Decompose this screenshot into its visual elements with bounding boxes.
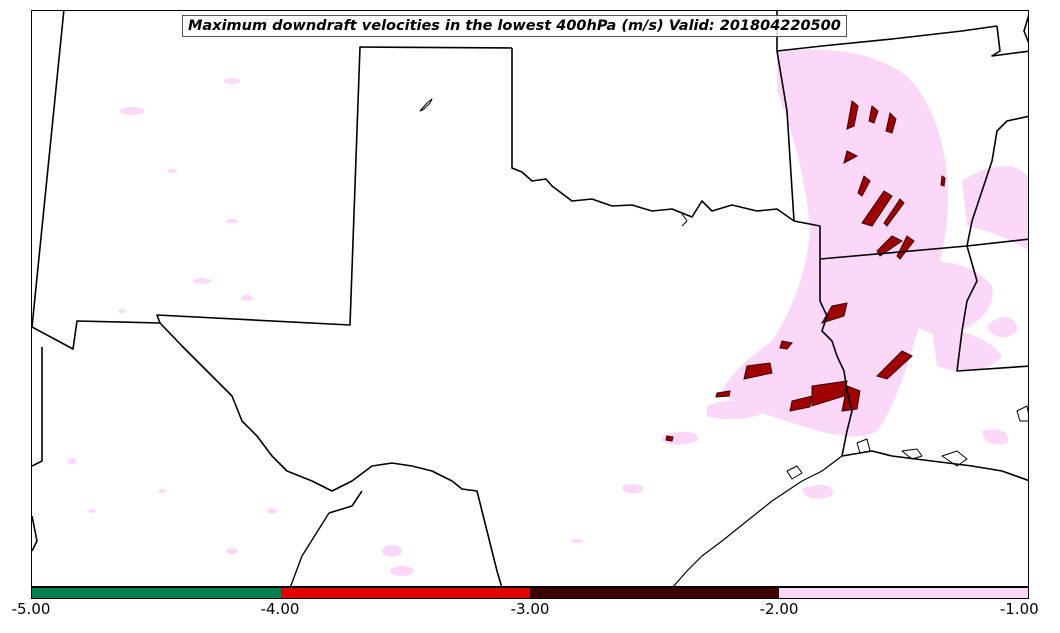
map-panel — [31, 10, 1029, 587]
colorbar-tick-3: -2.00 — [759, 600, 799, 618]
colorbar-segment-2 — [530, 588, 779, 598]
colorbar-tick-1: -4.00 — [260, 600, 300, 618]
colorbar-segment-1 — [281, 588, 530, 598]
colorbar-tick-4: -1.00 — [999, 600, 1039, 618]
colorbar-tick-2: -3.00 — [510, 600, 550, 618]
map-title: Maximum downdraft velocities in the lowe… — [182, 15, 847, 37]
map-canvas — [32, 11, 1028, 586]
colorbar-tick-0: -5.00 — [11, 600, 51, 618]
colorbar — [31, 587, 1029, 599]
colorbar-segment-3 — [779, 588, 1028, 598]
strong-downdraft-cores — [665, 100, 946, 442]
colorbar-segment-0 — [32, 588, 281, 598]
weak-downdraft-areas — [67, 49, 1028, 576]
